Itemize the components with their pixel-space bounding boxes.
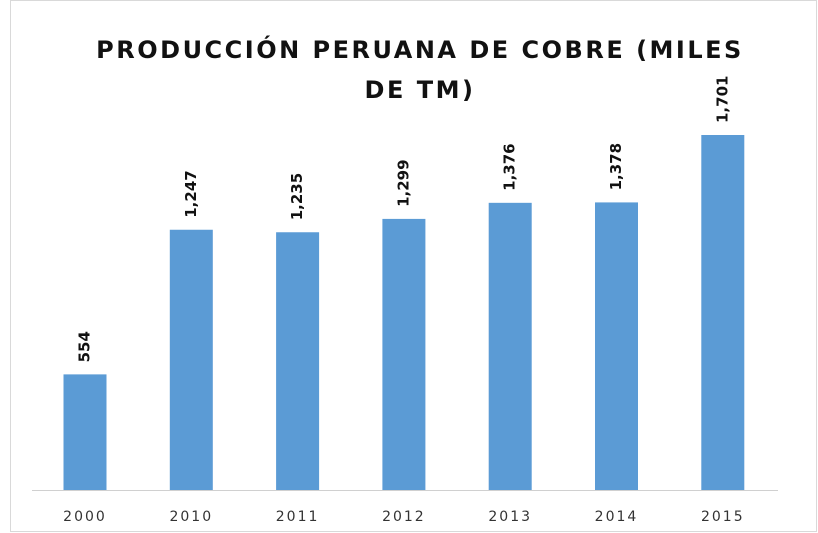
- x-tick-label: 2011: [276, 509, 320, 525]
- value-label: 1,701: [713, 76, 731, 123]
- value-label: 1,299: [394, 159, 412, 206]
- bar: [595, 202, 638, 490]
- value-label: 1,378: [607, 143, 625, 190]
- value-label: 1,235: [288, 173, 306, 220]
- x-tick-label: 2015: [701, 509, 745, 525]
- bar: [382, 218, 426, 490]
- x-tick-label: 2010: [169, 509, 213, 525]
- x-tick-label: 2013: [488, 509, 532, 525]
- value-label: 1,376: [501, 143, 519, 190]
- x-tick-label: 2014: [595, 509, 639, 525]
- value-label: 1,247: [182, 170, 200, 217]
- chart-title: PRODUCCIÓN PERUANA DE COBRE (MILES DE TM…: [96, 36, 744, 104]
- bar: [169, 229, 213, 490]
- bar: [488, 202, 532, 490]
- bar: [276, 232, 320, 490]
- bar: [63, 374, 107, 490]
- value-label: 554: [76, 331, 94, 362]
- x-tick-label: 2012: [382, 509, 426, 525]
- bar: [701, 135, 745, 490]
- x-tick-label: 2000: [63, 509, 107, 525]
- chart-border: [10, 0, 817, 532]
